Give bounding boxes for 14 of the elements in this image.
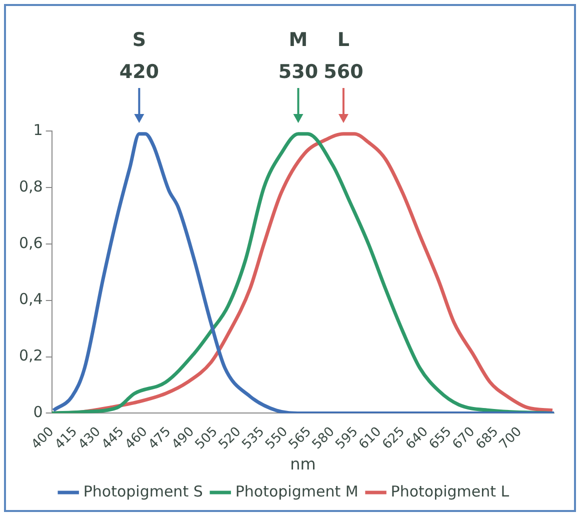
x-axis-title: nm	[290, 454, 316, 474]
y-tick-label: 0,6	[18, 234, 43, 252]
annotation: M 530	[278, 29, 318, 83]
x-tick-label: 700	[496, 424, 525, 453]
annotation: S 420	[119, 29, 160, 83]
legend-label: Photopigment M	[235, 482, 358, 500]
y-tick-label: 0	[33, 403, 43, 422]
y-tick-label: 0,4	[18, 290, 43, 308]
legend-label: Photopigment S	[83, 482, 203, 500]
y-tick-label: 1	[33, 120, 43, 139]
annotation: L 560	[324, 29, 364, 83]
y-tick-label: 0,8	[18, 177, 43, 196]
legend-label: Photopigment L	[390, 482, 510, 500]
y-tick-label: 0,2	[18, 346, 43, 365]
